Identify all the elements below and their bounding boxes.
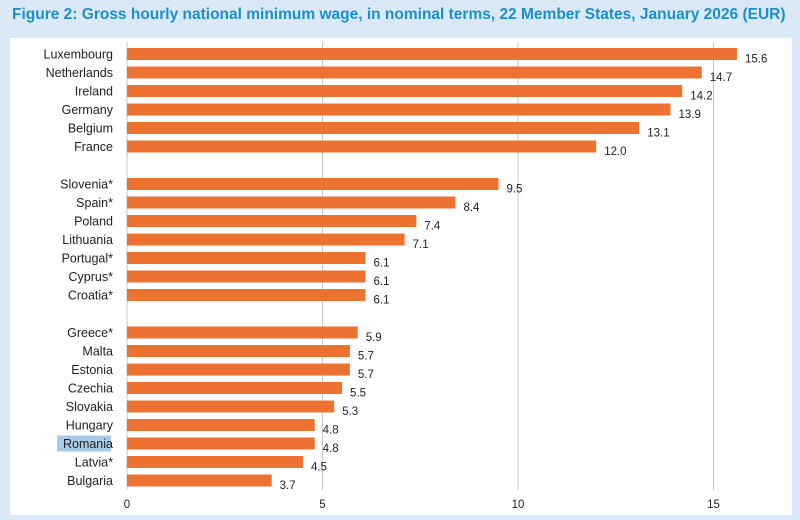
- bar: [127, 382, 343, 394]
- bar: [127, 48, 737, 60]
- category-label: Malta: [82, 345, 113, 359]
- category-label: Estonia: [71, 363, 113, 377]
- data-label: 9.5: [506, 184, 522, 196]
- bar: [127, 233, 405, 246]
- x-tick-label: 10: [512, 499, 525, 511]
- bar: [127, 270, 366, 283]
- category-label: Lithuania: [62, 233, 113, 247]
- data-label: 6.1: [374, 258, 390, 270]
- data-label: 7.1: [413, 239, 429, 251]
- data-label: 5.9: [366, 332, 382, 344]
- data-label: 5.7: [358, 351, 374, 363]
- category-label: Greece*: [67, 326, 113, 340]
- bar: [127, 474, 272, 487]
- data-label: 4.8: [323, 443, 339, 455]
- bar: [127, 419, 315, 431]
- category-label: Bulgaria: [67, 474, 113, 488]
- category-label: Luxembourg: [44, 48, 114, 62]
- category-label: France: [74, 140, 113, 154]
- category-label: Netherlands: [46, 66, 113, 80]
- category-label: Slovakia: [66, 400, 113, 414]
- bar: [127, 66, 702, 79]
- category-label: Croatia*: [68, 289, 113, 303]
- category-label: Cyprus*: [69, 270, 114, 284]
- data-label: 6.1: [374, 295, 390, 307]
- category-label: Germany: [62, 103, 114, 117]
- x-tick-label: 0: [124, 499, 130, 511]
- bar: [127, 289, 366, 301]
- category-label: Poland: [74, 215, 113, 229]
- data-label: 13.1: [647, 128, 669, 140]
- bar: [127, 215, 417, 227]
- category-label: Hungary: [66, 419, 114, 433]
- data-label: 5.7: [358, 369, 374, 381]
- x-tick-label: 5: [319, 499, 325, 511]
- chart-title: Figure 2: Gross hourly national minimum …: [12, 6, 786, 23]
- category-label: Spain*: [76, 196, 113, 210]
- category-label: Slovenia*: [60, 178, 113, 192]
- bar: [127, 363, 350, 376]
- bar: [127, 252, 366, 264]
- data-label: 5.5: [350, 388, 366, 400]
- data-label: 14.2: [690, 91, 712, 103]
- bar: [127, 345, 350, 357]
- data-label: 4.5: [311, 462, 327, 474]
- bar: [127, 178, 499, 190]
- x-tick-label: 15: [707, 499, 720, 511]
- data-label: 4.8: [323, 425, 339, 437]
- data-label: 8.4: [463, 202, 480, 214]
- category-label: Ireland: [75, 85, 113, 99]
- bar: [127, 456, 303, 468]
- bar: [127, 85, 683, 97]
- highlight-box: [57, 435, 111, 452]
- data-label: 14.7: [710, 72, 732, 84]
- category-label: Portugal*: [62, 252, 114, 266]
- bar: [127, 326, 358, 339]
- data-label: 3.7: [280, 480, 296, 492]
- data-label: 13.9: [678, 109, 700, 121]
- bar: [127, 437, 315, 450]
- data-label: 7.4: [424, 221, 441, 233]
- category-label: Romania: [63, 437, 113, 451]
- bar: [127, 103, 671, 116]
- data-label: 12.0: [604, 146, 626, 158]
- bar: [127, 122, 640, 134]
- category-label: Latvia*: [75, 456, 113, 470]
- bar: [127, 196, 456, 209]
- category-label: Czechia: [68, 382, 113, 396]
- category-label: Belgium: [68, 122, 113, 136]
- data-label: 6.1: [374, 276, 390, 288]
- bar: [127, 140, 597, 153]
- data-label: 5.3: [342, 406, 358, 418]
- bar: [127, 400, 335, 413]
- data-label: 15.6: [745, 54, 767, 66]
